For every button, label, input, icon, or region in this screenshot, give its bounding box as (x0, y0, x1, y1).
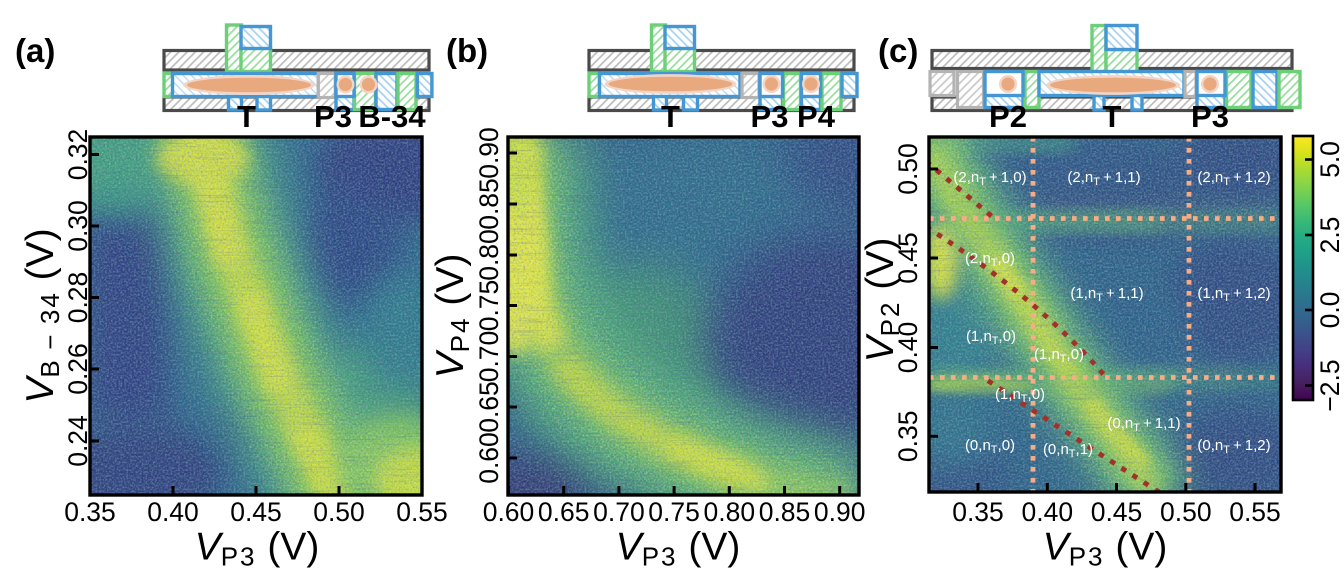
svg-text:−2.5: −2.5 (1315, 359, 1344, 411)
svg-text:0.60: 0.60 (474, 432, 504, 484)
svg-text:0.65: 0.65 (538, 497, 590, 527)
svg-text:P3: P3 (751, 99, 789, 134)
svg-text:(1,nT,0): (1,nT,0) (1034, 346, 1084, 365)
svg-text:0.75: 0.75 (474, 280, 504, 332)
svg-text:(2,nT,0): (2,nT,0) (965, 250, 1015, 269)
svg-text:(1,nT + 1,1): (1,nT + 1,1) (1070, 285, 1143, 304)
svg-text:0.80: 0.80 (704, 497, 756, 527)
svg-text:(2,nT + 1,2): (2,nT + 1,2) (1197, 169, 1270, 188)
svg-text:2.5: 2.5 (1315, 217, 1344, 254)
svg-text:0.24: 0.24 (63, 415, 93, 467)
svg-text:0.26: 0.26 (63, 343, 93, 395)
svg-text:0.40: 0.40 (147, 497, 199, 527)
svg-text:0.40: 0.40 (893, 322, 923, 374)
svg-text:0.60: 0.60 (483, 497, 535, 527)
svg-text:(0,nT + 1,2): (0,nT + 1,2) (1197, 437, 1270, 456)
svg-text:VP4 (V): VP4 (V) (429, 254, 475, 379)
svg-text:0.75: 0.75 (648, 497, 700, 527)
svg-text:0.28: 0.28 (63, 272, 93, 324)
svg-text:0.55: 0.55 (396, 497, 448, 527)
svg-text:(1,nT + 1,2): (1,nT + 1,2) (1197, 285, 1270, 304)
svg-text:0.50: 0.50 (893, 143, 923, 195)
svg-text:(1,nT,0): (1,nT,0) (966, 328, 1016, 347)
svg-text:0.90: 0.90 (474, 127, 504, 179)
svg-text:VP3 (V): VP3 (V) (1043, 526, 1168, 572)
svg-text:VP2 (V): VP2 (V) (859, 238, 905, 363)
svg-text:0.90: 0.90 (814, 497, 866, 527)
svg-text:0.35: 0.35 (952, 497, 1004, 527)
svg-text:0.32: 0.32 (63, 129, 93, 181)
svg-text:0.70: 0.70 (474, 331, 504, 383)
svg-text:0.80: 0.80 (474, 229, 504, 281)
svg-text:(0,nT + 1,1): (0,nT + 1,1) (1107, 415, 1180, 434)
svg-text:0.45: 0.45 (893, 232, 923, 284)
svg-text:0.45: 0.45 (1091, 497, 1143, 527)
svg-text:(b): (b) (446, 32, 488, 69)
svg-text:0.55: 0.55 (1229, 497, 1281, 527)
svg-text:0.70: 0.70 (593, 497, 645, 527)
svg-text:(1,nT,0): (1,nT,0) (995, 386, 1045, 405)
svg-text:B-34: B-34 (358, 99, 426, 134)
svg-text:P4: P4 (797, 99, 836, 134)
svg-text:0.0: 0.0 (1315, 292, 1344, 329)
svg-text:P2: P2 (989, 99, 1027, 134)
svg-text:P3: P3 (314, 99, 352, 134)
svg-text:0.35: 0.35 (64, 497, 116, 527)
svg-text:0.40: 0.40 (1022, 497, 1074, 527)
svg-text:VP3 (V): VP3 (V) (616, 526, 741, 572)
svg-text:VB − 34 (V): VB − 34 (V) (19, 228, 65, 403)
svg-text:0.85: 0.85 (759, 497, 811, 527)
svg-text:(c): (c) (878, 32, 918, 69)
svg-text:(2,nT + 1,1): (2,nT + 1,1) (1067, 169, 1140, 188)
svg-text:T: T (661, 99, 680, 134)
svg-text:0.30: 0.30 (63, 200, 93, 252)
svg-text:(a): (a) (15, 32, 55, 69)
svg-text:0.45: 0.45 (230, 497, 282, 527)
svg-text:0.50: 0.50 (313, 497, 365, 527)
svg-text:T: T (1103, 99, 1122, 134)
svg-text:VP3 (V): VP3 (V) (195, 526, 320, 572)
svg-text:0.65: 0.65 (474, 381, 504, 433)
svg-text:(2,nT + 1,0): (2,nT + 1,0) (953, 169, 1026, 188)
svg-text:T: T (237, 99, 256, 134)
svg-text:0.35: 0.35 (893, 411, 923, 463)
svg-text:0.85: 0.85 (474, 178, 504, 230)
svg-text:(0,nT,1): (0,nT,1) (1043, 441, 1093, 460)
svg-text:P3: P3 (1191, 99, 1229, 134)
svg-text:5.0: 5.0 (1315, 141, 1344, 178)
svg-text:(0,nT,0): (0,nT,0) (965, 437, 1015, 456)
svg-text:0.50: 0.50 (1160, 497, 1212, 527)
